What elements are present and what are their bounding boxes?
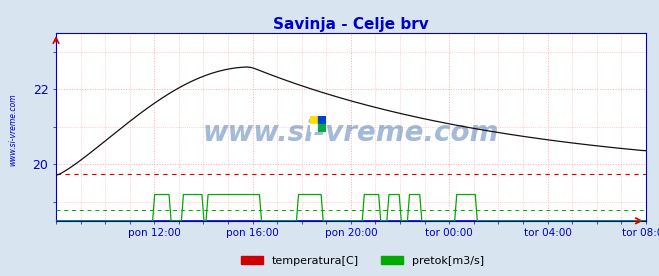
Legend: temperatura[C], pretok[m3/s]: temperatura[C], pretok[m3/s] [236, 251, 489, 270]
Bar [310, 124, 318, 132]
Bar [310, 116, 318, 124]
Text: www.si-vreme.com: www.si-vreme.com [203, 119, 499, 147]
Bar [318, 116, 326, 124]
Text: www.si-vreme.com: www.si-vreme.com [8, 93, 17, 166]
Bar [318, 124, 326, 132]
Title: Savinja - Celje brv: Savinja - Celje brv [273, 17, 429, 32]
